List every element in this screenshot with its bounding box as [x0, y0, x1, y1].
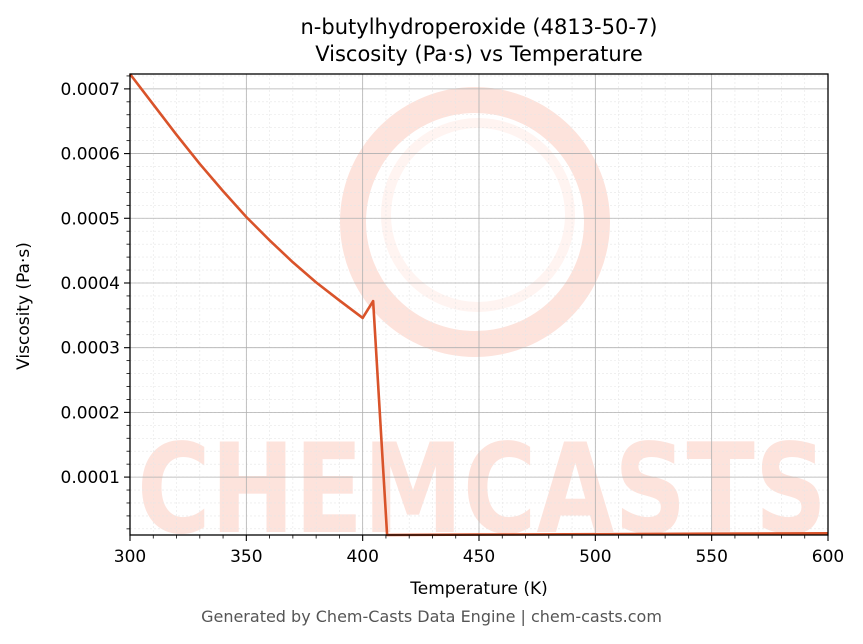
x-tick-label: 550	[695, 547, 727, 567]
y-tick-label: 0.0001	[61, 468, 120, 488]
x-tick-label: 450	[463, 547, 495, 567]
chart-title-line2: Viscosity (Pa·s) vs Temperature	[315, 42, 643, 66]
y-tick-label: 0.0004	[61, 274, 120, 294]
watermark-ring	[340, 87, 610, 357]
watermark-ring-inner	[381, 118, 575, 312]
x-tick-label: 350	[230, 547, 262, 567]
y-tick-labels: 0.0001 0.0002 0.0003 0.0004 0.0005 0.0006 0.00…	[61, 80, 120, 488]
x-tick-label: 300	[114, 547, 146, 567]
y-tick-label: 0.0006	[61, 145, 120, 165]
y-tick-label: 0.0005	[61, 209, 120, 229]
x-tick-label: 400	[346, 547, 378, 567]
y-tick-label: 0.0007	[61, 80, 120, 100]
chart-title-line1: n-butylhydroperoxide (4813-50-7)	[301, 15, 658, 39]
footer-credit: Generated by Chem-Casts Data Engine | ch…	[201, 607, 662, 626]
y-tick-label: 0.0003	[61, 339, 120, 359]
x-axis-label: Temperature (K)	[409, 579, 548, 599]
x-tick-label: 600	[812, 547, 844, 567]
chemcasts-watermark: CHEMCASTS	[137, 87, 827, 562]
x-tick-label: 500	[579, 547, 611, 567]
y-axis-label: Viscosity (Pa·s)	[14, 242, 34, 370]
y-tick-label: 0.0002	[61, 403, 120, 423]
x-tick-labels: 300 350 400 450 500 550 600	[114, 547, 844, 567]
axis-ticks	[124, 75, 829, 541]
